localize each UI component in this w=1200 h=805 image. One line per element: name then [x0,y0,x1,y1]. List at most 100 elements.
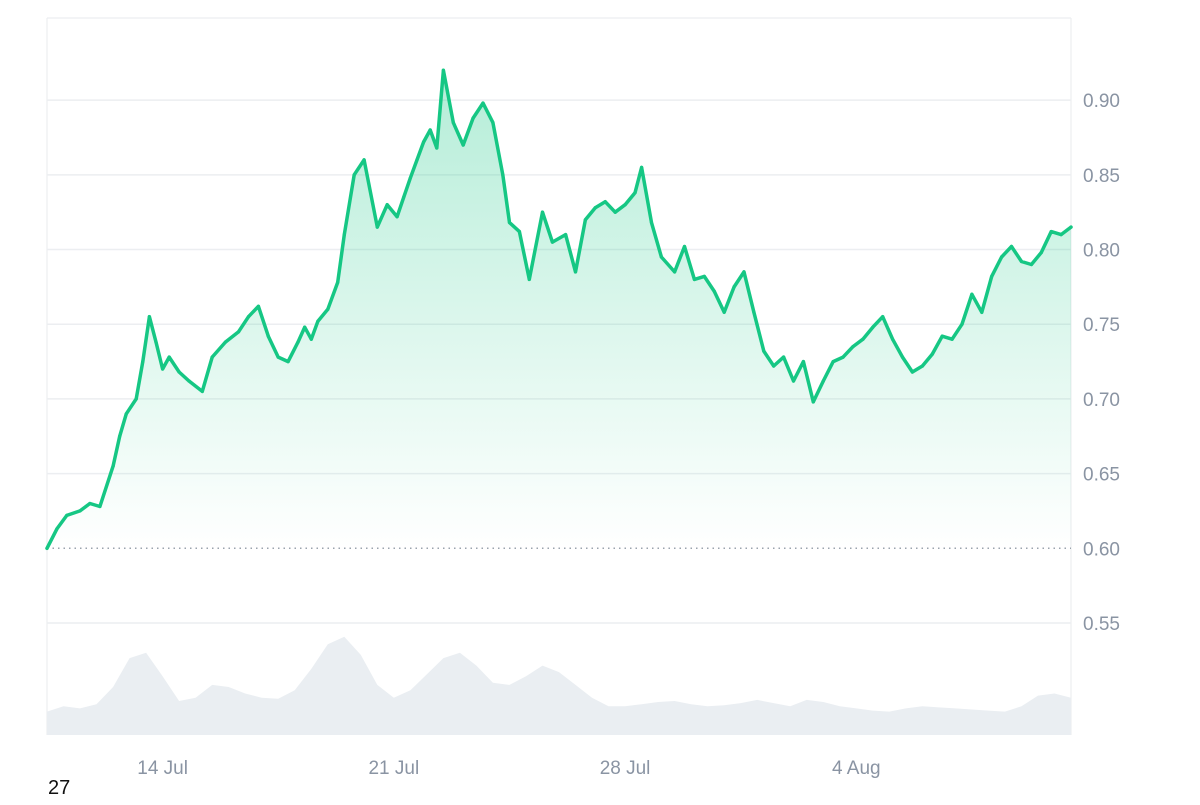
price-point [402,195,406,199]
price-point [223,340,227,344]
x-axis: 14 Jul 21 Jul 28 Jul 4 Aug [137,758,880,779]
x-tick-label: 21 Jul [368,758,419,779]
price-area [47,70,1071,549]
price-point [246,315,251,319]
price-point [1049,230,1053,234]
price-point [950,337,954,341]
price-point [266,334,270,338]
price-point [1009,244,1014,249]
price-point [732,285,736,289]
price-point [141,360,145,364]
price-point [712,289,716,293]
line-layer [45,68,1073,551]
price-point [540,210,545,214]
area-layer [47,70,1071,549]
price-point [167,355,171,359]
price-point [309,337,313,341]
y-tick-label: 0.85 [1083,166,1120,187]
price-point [98,504,102,509]
price-point [461,143,465,147]
price-point [573,270,578,274]
price-point [722,310,726,314]
price-point [871,325,875,329]
price-point [640,165,644,169]
y-tick-label: 0.60 [1083,539,1120,560]
price-point [276,355,280,359]
price-point [134,397,138,401]
price-point [362,158,366,162]
price-point [682,244,687,249]
price-point [316,319,320,323]
price-point [742,270,746,274]
price-point [623,203,627,207]
y-tick-label: 0.70 [1083,390,1120,411]
price-point [831,360,835,364]
price-point [851,345,855,349]
price-point [286,360,290,364]
price-point [88,501,92,506]
price-point [441,68,445,72]
price-point [395,215,399,219]
price-point [603,200,607,204]
price-point [422,140,426,144]
price-point [154,340,158,344]
price-point [550,240,555,244]
price-point [428,128,432,132]
x-tick-label: 4 Aug [832,758,881,779]
price-point [782,355,786,359]
price-point [415,158,419,162]
price-point [881,315,885,319]
price-point [111,464,115,468]
price-point [564,233,568,237]
price-point [326,307,330,311]
price-point [1000,255,1004,259]
price-point [200,389,204,393]
price-point [491,121,495,125]
price-point [891,337,895,341]
price-point [673,270,677,274]
price-point [702,274,706,278]
price-point [990,274,994,278]
y-tick-label: 0.80 [1083,241,1120,262]
price-point [408,176,412,180]
price-line [45,68,1073,551]
volume-area [47,636,1071,735]
price-point [1039,250,1043,255]
y-tick-label: 0.75 [1083,315,1120,336]
price-point [791,379,796,383]
price-point [659,255,664,259]
price-point [177,370,181,374]
price-point [1029,262,1033,267]
price-point [649,221,654,225]
price-point [118,434,122,438]
price-point [451,121,455,125]
price-point [517,230,522,234]
price-point [1019,259,1024,264]
price-point [375,225,379,229]
x-tick-label: 28 Jul [600,758,651,779]
price-point [147,315,151,319]
price-point [960,322,964,326]
price-point [55,527,59,531]
x-tick-label: 14 Jul [137,758,188,779]
price-point [593,206,597,210]
volume-layer [47,636,1071,735]
price-point [507,221,512,225]
price-point [772,364,776,368]
y-tick-label: 0.90 [1083,91,1120,112]
price-point [237,330,241,334]
price-point [930,352,934,356]
price-point [352,173,356,177]
price-point [1069,225,1073,229]
price-point [161,367,165,371]
price-point [501,173,505,177]
price-point [256,304,260,308]
price-point [296,340,300,344]
price-point [692,277,697,281]
price-point [336,280,340,284]
price-point [124,412,128,416]
price-point [762,349,766,353]
price-point [527,277,531,281]
